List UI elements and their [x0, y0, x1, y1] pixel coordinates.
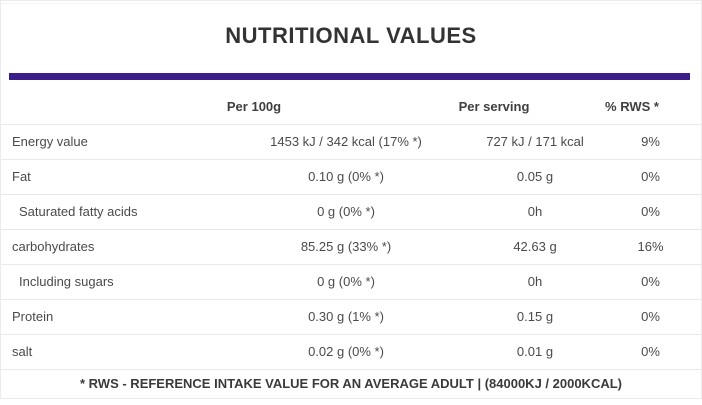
row-label: Including sugars — [19, 274, 114, 289]
table-body: Energy value 1453 kJ / 342 kcal (17% *) 72… — [1, 125, 701, 370]
column-header-per-serving: Per serving — [458, 99, 530, 114]
table-row: carbohydrates 85.25 g (33% *) 42.63 g 16% — [1, 230, 701, 265]
table-row: Fat 0.10 g (0% *) 0.05 g 0% — [1, 160, 701, 195]
page-title: NUTRITIONAL VALUES — [225, 23, 477, 48]
footnote: * RWS - REFERENCE INTAKE VALUE FOR AN AV… — [79, 376, 622, 391]
value-rws: 0% — [641, 204, 660, 219]
value-per-100g: 1453 kJ / 342 kcal (17% *) — [270, 134, 422, 149]
value-per-100g: 0.10 g (0% *) — [308, 169, 384, 184]
row-label: Energy value — [12, 134, 88, 149]
row-label: Saturated fatty acids — [19, 204, 138, 219]
value-per-100g: 0 g (0% *) — [317, 204, 375, 219]
row-label: Fat — [12, 169, 31, 184]
value-per-serving: 0.05 g — [516, 169, 554, 184]
accent-bar — [9, 73, 690, 80]
table-row: salt 0.02 g (0% *) 0.01 g 0% — [1, 335, 701, 370]
value-per-serving: 727 kJ / 171 kcal — [486, 134, 584, 149]
row-label: carbohydrates — [12, 239, 95, 254]
value-per-serving: 0.15 g — [516, 309, 554, 324]
value-rws: 9% — [641, 134, 660, 149]
value-per-serving: 0h — [527, 204, 543, 219]
table-row: Including sugars 0 g (0% *) 0h 0% — [1, 265, 701, 300]
value-per-100g: 0.30 g (1% *) — [308, 309, 384, 324]
value-per-100g: 0 g (0% *) — [317, 274, 375, 289]
value-rws: 0% — [641, 169, 660, 184]
row-label: salt — [12, 344, 33, 359]
table-row: Protein 0.30 g (1% *) 0.15 g 0% — [1, 300, 701, 335]
value-rws: 0% — [641, 344, 660, 359]
value-per-serving: 0h — [527, 274, 543, 289]
value-rws: 16% — [637, 239, 664, 254]
value-per-serving: 42.63 g — [513, 239, 557, 254]
value-per-100g: 0.02 g (0% *) — [308, 344, 384, 359]
row-label: Protein — [12, 309, 54, 324]
table-row: Energy value 1453 kJ / 342 kcal (17% *) 72… — [1, 125, 701, 160]
value-rws: 0% — [641, 309, 660, 324]
column-header-rws: % RWS * — [605, 99, 659, 114]
value-rws: 0% — [641, 274, 660, 289]
column-header-per-100g: Per 100g — [226, 99, 282, 114]
table-row: Saturated fatty acids 0 g (0% *) 0h 0% — [1, 195, 701, 230]
table-header-row: Per 100g Per serving % RWS * — [1, 80, 701, 125]
value-per-serving: 0.01 g — [516, 344, 554, 359]
value-per-100g: 85.25 g (33% *) — [300, 239, 392, 254]
